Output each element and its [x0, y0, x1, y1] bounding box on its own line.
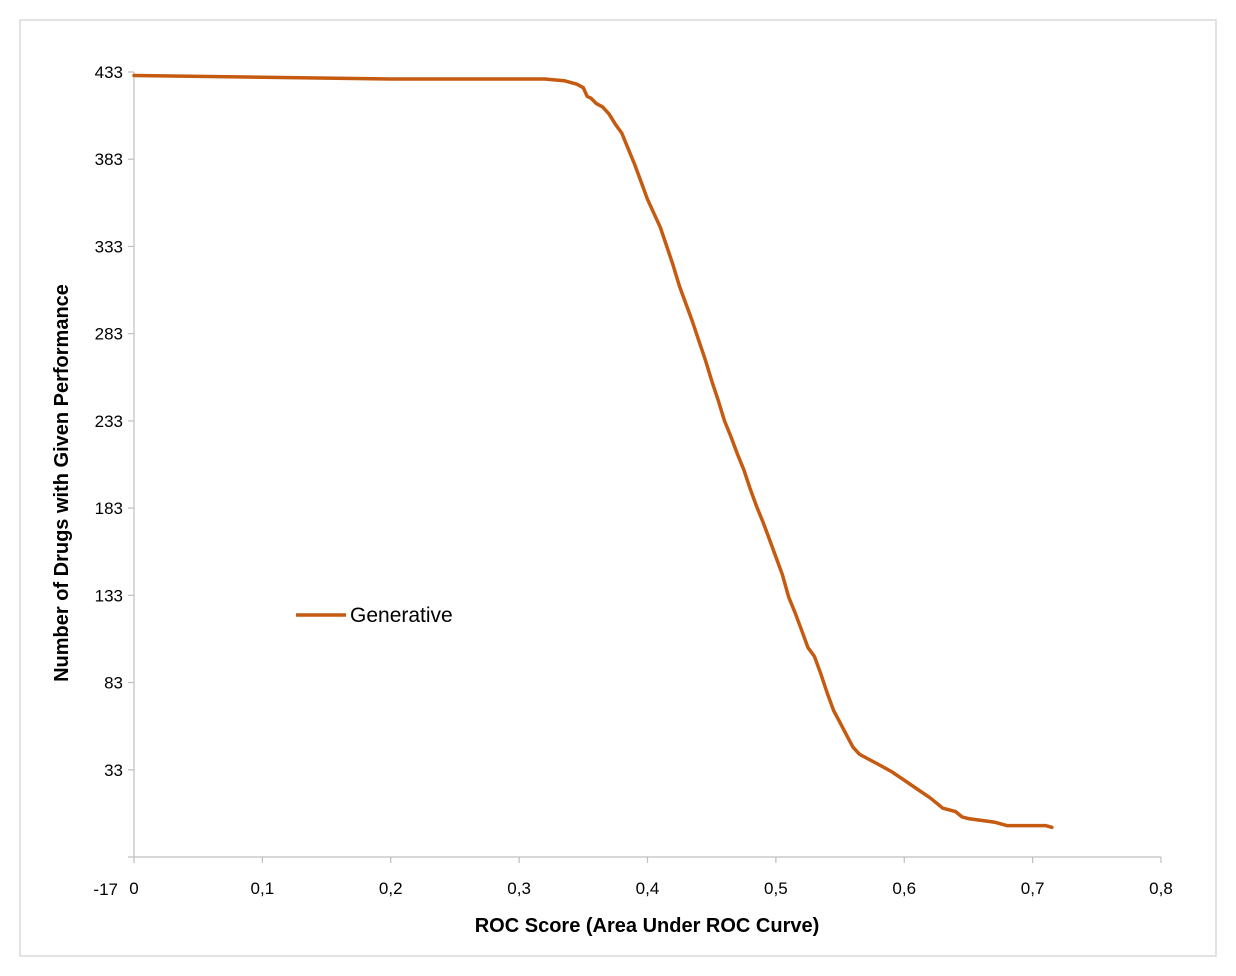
x-tick-label: 0,5	[764, 879, 788, 898]
x-tick-label: 0,7	[1021, 879, 1045, 898]
x-tick-label: 0,1	[251, 879, 275, 898]
y-tick-label: 283	[95, 325, 123, 344]
legend: Generative	[296, 604, 453, 627]
x-tick-label: 0	[129, 879, 138, 898]
x-axis-ticks: 0 0,1 0,2 0,3 0,4 0,5 0,6 0,7 0,8	[129, 857, 1173, 898]
legend-label-generative: Generative	[350, 604, 453, 627]
chart-border	[19, 19, 1217, 957]
x-tick-label: 0,3	[507, 879, 531, 898]
y-tick-label: 383	[95, 150, 123, 169]
y-axis-ticks: -17 33 83 133 183 233 283 333 383 433	[93, 63, 134, 899]
x-axis-title: ROC Score (Area Under ROC Curve)	[475, 915, 820, 937]
x-tick-label: 0,6	[892, 879, 916, 898]
x-tick-label: 0,8	[1149, 879, 1173, 898]
y-tick-label: 183	[95, 499, 123, 518]
series-layer	[132, 73, 1054, 830]
y-tick-label: -17	[93, 880, 118, 899]
y-tick-label: 433	[95, 63, 123, 82]
series-line-generative	[132, 73, 1054, 830]
y-axis-title: Number of Drugs with Given Performance	[51, 284, 73, 682]
x-tick-label: 0,2	[379, 879, 403, 898]
y-tick-label: 133	[95, 586, 123, 605]
y-tick-label: 333	[95, 237, 123, 256]
y-tick-label: 83	[104, 674, 123, 693]
x-tick-label: 0,4	[636, 879, 660, 898]
y-tick-label: 233	[95, 412, 123, 431]
y-tick-label: 33	[104, 761, 123, 780]
